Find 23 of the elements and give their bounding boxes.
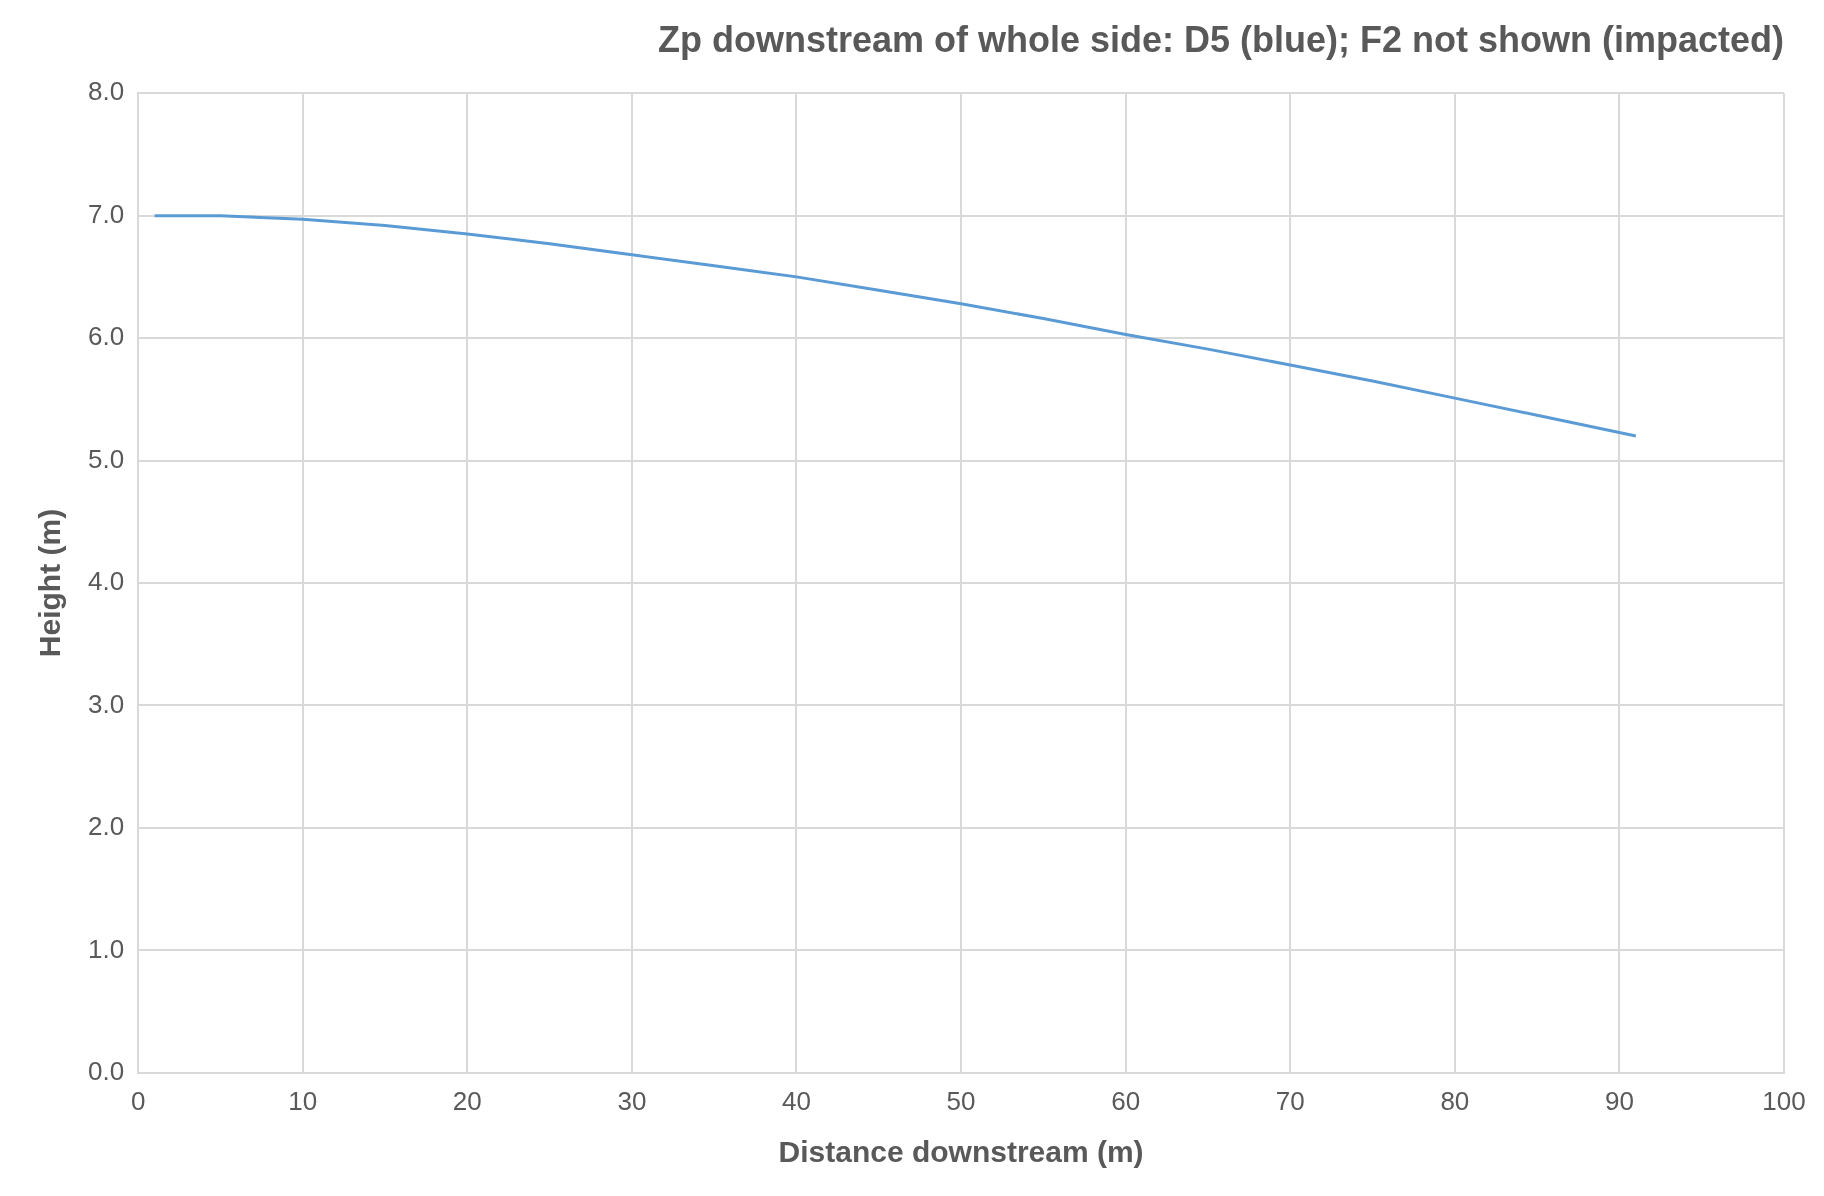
x-tick-label: 50 bbox=[946, 1085, 976, 1116]
y-tick-label: 7.0 bbox=[87, 198, 125, 229]
y-tick-label: 3.0 bbox=[87, 688, 125, 719]
x-tick-label: 100 bbox=[1762, 1085, 1806, 1116]
y-tick-label: 6.0 bbox=[87, 321, 125, 352]
y-axis-title: Height (m) bbox=[33, 508, 67, 658]
y-tick-label: 5.0 bbox=[87, 443, 125, 474]
chart-title: Zp downstream of whole side: D5 (blue); F2 not shown (impacted) bbox=[657, 18, 1784, 60]
x-axis-title: Distance downstream (m) bbox=[778, 1135, 1144, 1169]
x-tick-label: 10 bbox=[288, 1085, 318, 1116]
y-tick-label: 1.0 bbox=[87, 933, 125, 964]
x-tick-label: 60 bbox=[1111, 1085, 1141, 1116]
x-tick-label: 70 bbox=[1275, 1085, 1305, 1116]
x-tick-label: 0 bbox=[130, 1085, 146, 1116]
y-tick-label: 8.0 bbox=[87, 76, 125, 107]
y-tick-label: 4.0 bbox=[87, 566, 125, 597]
x-tick-label: 90 bbox=[1604, 1085, 1634, 1116]
y-tick-label: 2.0 bbox=[87, 811, 125, 842]
x-tick-label: 30 bbox=[617, 1085, 647, 1116]
y-tick-label: 0.0 bbox=[87, 1055, 125, 1086]
x-tick-label: 40 bbox=[782, 1085, 811, 1116]
x-tick-label: 80 bbox=[1440, 1085, 1470, 1116]
x-tick-label: 20 bbox=[452, 1085, 482, 1116]
